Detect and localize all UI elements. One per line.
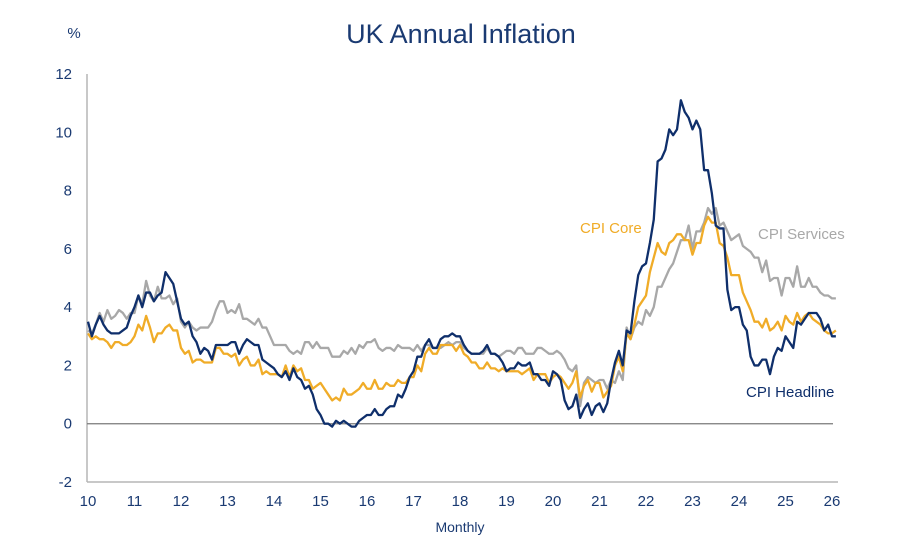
y-axis-ticks: -2 0 2 4 6 8 10 12 xyxy=(55,66,72,491)
x-tick-label: 13 xyxy=(219,493,236,510)
x-axis-label: Monthly xyxy=(435,519,484,535)
x-tick-label: 26 xyxy=(824,493,841,510)
x-tick-label: 10 xyxy=(80,493,97,510)
cpi-core-label: CPI Core xyxy=(580,220,642,237)
cpi-services-line xyxy=(87,206,836,408)
y-tick-label: 12 xyxy=(55,66,72,83)
x-tick-label: 21 xyxy=(591,493,608,510)
x-tick-label: 15 xyxy=(312,493,329,510)
y-tick-label: 6 xyxy=(64,241,72,258)
x-tick-label: 12 xyxy=(173,493,190,510)
x-tick-label: 17 xyxy=(405,493,422,510)
x-tick-label: 19 xyxy=(498,493,515,510)
x-tick-label: 11 xyxy=(127,493,143,510)
y-axis-unit-label: % xyxy=(67,25,80,42)
x-tick-label: 24 xyxy=(731,493,748,510)
y-tick-label: 4 xyxy=(64,299,72,316)
x-tick-label: 22 xyxy=(638,493,655,510)
x-tick-label: 20 xyxy=(545,493,562,510)
y-tick-label: 8 xyxy=(64,183,72,200)
series-layer xyxy=(86,99,837,428)
y-tick-label: 2 xyxy=(64,357,72,374)
y-tick-label: 0 xyxy=(64,416,72,433)
cpi-services-label: CPI Services xyxy=(758,226,845,243)
x-tick-label: 25 xyxy=(777,493,794,510)
x-tick-label: 14 xyxy=(266,493,283,510)
y-tick-label: -2 xyxy=(59,474,72,491)
x-axis-ticks: 10 11 12 13 14 15 16 17 18 19 20 21 22 23 24 25 26 xyxy=(80,493,841,510)
cpi-headline-label: CPI Headline xyxy=(746,384,834,401)
x-tick-label: 23 xyxy=(684,493,701,510)
y-tick-label: 10 xyxy=(55,124,72,141)
cpi-headline-line xyxy=(86,99,836,428)
x-tick-label: 18 xyxy=(452,493,469,510)
x-tick-label: 16 xyxy=(359,493,376,510)
chart-title: UK Annual Inflation xyxy=(346,19,576,49)
